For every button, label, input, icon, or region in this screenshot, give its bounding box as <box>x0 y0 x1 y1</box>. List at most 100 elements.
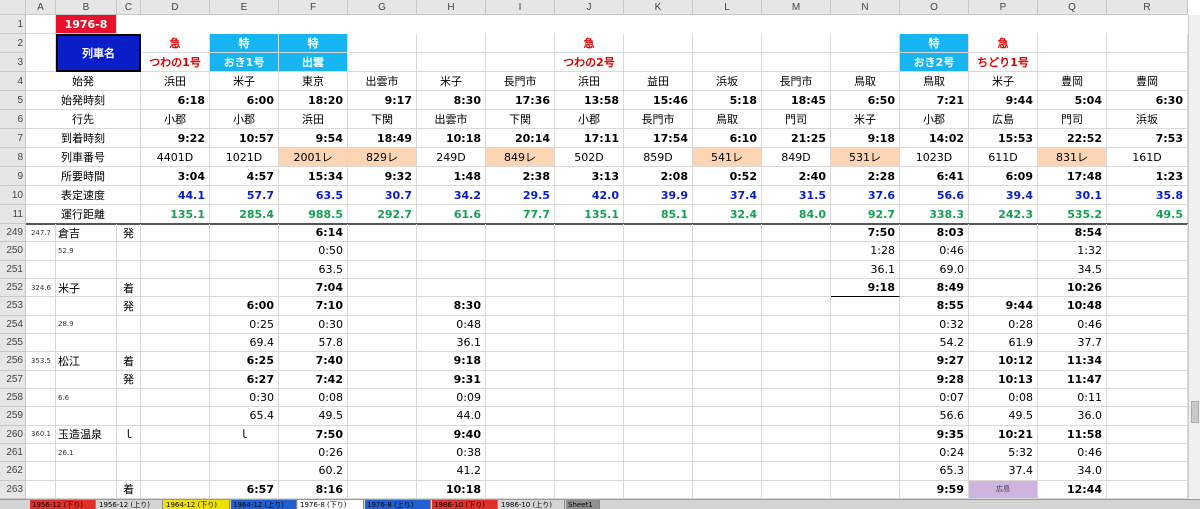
column-header-g[interactable]: G <box>348 0 417 15</box>
cell-r-249[interactable] <box>1107 224 1188 243</box>
cell-r-251[interactable] <box>1107 260 1188 279</box>
cell-f-263[interactable]: 8:16 <box>279 480 348 499</box>
cell-n-255[interactable] <box>831 334 900 353</box>
cell-k-257[interactable] <box>624 370 693 389</box>
cell-p-263[interactable]: 広島 <box>969 480 1038 499</box>
duration-n[interactable]: 2:28 <box>831 167 900 186</box>
cell-k-249[interactable] <box>624 224 693 243</box>
cell-i-256[interactable] <box>486 352 555 371</box>
column-header-f[interactable]: F <box>279 0 348 15</box>
scroll-thumb[interactable] <box>1191 401 1199 423</box>
distance-f[interactable]: 988.5 <box>279 205 348 224</box>
cell-p-255[interactable]: 61.9 <box>969 334 1038 353</box>
cell-p-253[interactable]: 9:44 <box>969 297 1038 316</box>
cell-d-256[interactable] <box>141 352 210 371</box>
km-256[interactable]: 353.5 <box>26 352 56 371</box>
cell-p-260[interactable]: 10:21 <box>969 425 1038 444</box>
train_no-p[interactable]: 611D <box>969 148 1038 167</box>
cell-j-253[interactable] <box>555 297 624 316</box>
cell-m-249[interactable] <box>762 224 831 243</box>
origin-q[interactable]: 豊岡 <box>1038 72 1107 91</box>
cell-m-250[interactable] <box>762 242 831 261</box>
arr-dep-255[interactable] <box>117 334 141 353</box>
origin-m[interactable]: 長門市 <box>762 72 831 91</box>
train-name-k[interactable] <box>624 53 693 72</box>
train-name-m[interactable] <box>762 53 831 72</box>
duration-e[interactable]: 4:57 <box>210 167 279 186</box>
cell-g-250[interactable] <box>348 242 417 261</box>
km-258[interactable] <box>26 389 56 408</box>
cell-d-251[interactable] <box>141 260 210 279</box>
cell-g-249[interactable] <box>348 224 417 243</box>
train-type-m[interactable] <box>762 34 831 53</box>
cell-o-263[interactable]: 9:59 <box>900 480 969 499</box>
train-type-j[interactable]: 急 <box>555 34 624 53</box>
arr-dep-252[interactable]: 着 <box>117 279 141 298</box>
cell-f-259[interactable]: 49.5 <box>279 407 348 426</box>
row-header-2[interactable]: 2 <box>0 34 26 53</box>
row-header-263[interactable]: 263 <box>0 480 26 499</box>
dest-m[interactable]: 門司 <box>762 110 831 129</box>
arr-dep-260[interactable]: ｌ <box>117 425 141 444</box>
arr-dep-254[interactable] <box>117 315 141 334</box>
arr_time-g[interactable]: 18:49 <box>348 129 417 148</box>
origin-i[interactable]: 長門市 <box>486 72 555 91</box>
train-name-g[interactable] <box>348 53 417 72</box>
cell-f-254[interactable]: 0:30 <box>279 315 348 334</box>
dest-g[interactable]: 下関 <box>348 110 417 129</box>
cell-q-255[interactable]: 37.7 <box>1038 334 1107 353</box>
sheet-tab-5[interactable]: 1976-8 (上り) <box>365 500 431 509</box>
distance-h[interactable]: 61.6 <box>417 205 486 224</box>
train-name-i[interactable] <box>486 53 555 72</box>
cell-m-260[interactable] <box>762 425 831 444</box>
row-header-251[interactable]: 251 <box>0 260 26 279</box>
duration-f[interactable]: 15:34 <box>279 167 348 186</box>
origin-o[interactable]: 鳥取 <box>900 72 969 91</box>
row-header-262[interactable]: 262 <box>0 462 26 481</box>
train-name-e[interactable]: おき1号 <box>210 53 279 72</box>
cell-n-261[interactable] <box>831 444 900 463</box>
cell-m-258[interactable] <box>762 389 831 408</box>
origin-k[interactable]: 益田 <box>624 72 693 91</box>
row-header-254[interactable]: 254 <box>0 315 26 334</box>
cell-g-252[interactable] <box>348 279 417 298</box>
column-header-r[interactable]: R <box>1107 0 1188 15</box>
cell-k-262[interactable] <box>624 462 693 481</box>
km-251[interactable] <box>26 260 56 279</box>
cell-n-252[interactable]: 9:18 <box>831 279 900 298</box>
cell-r-257[interactable] <box>1107 370 1188 389</box>
train_no-q[interactable]: 831レ <box>1038 148 1107 167</box>
cell-k-260[interactable] <box>624 425 693 444</box>
cell-j-258[interactable] <box>555 389 624 408</box>
cell-n-254[interactable] <box>831 315 900 334</box>
cell-l-255[interactable] <box>693 334 762 353</box>
row-label-5[interactable]: 列車番号 <box>26 148 141 167</box>
distance-r[interactable]: 49.5 <box>1107 205 1188 224</box>
cell-l-262[interactable] <box>693 462 762 481</box>
speed-o[interactable]: 56.6 <box>900 186 969 205</box>
origin-p[interactable]: 米子 <box>969 72 1038 91</box>
cell-j-263[interactable] <box>555 480 624 499</box>
sheet-tab-3[interactable]: 1964-12 (上り) <box>231 500 297 509</box>
row-header-6[interactable]: 6 <box>0 110 26 129</box>
station-263[interactable] <box>56 480 117 499</box>
duration-o[interactable]: 6:41 <box>900 167 969 186</box>
train-type-r[interactable] <box>1107 34 1188 53</box>
cell-n-256[interactable] <box>831 352 900 371</box>
train_no-k[interactable]: 859D <box>624 148 693 167</box>
sheet-title-cell[interactable]: 1976-8 <box>56 15 117 34</box>
cell-a-2[interactable] <box>26 34 56 72</box>
arr-dep-259[interactable] <box>117 407 141 426</box>
cell-p-256[interactable]: 10:12 <box>969 352 1038 371</box>
train-name-q[interactable] <box>1038 53 1107 72</box>
arr-dep-261[interactable] <box>117 444 141 463</box>
duration-q[interactable]: 17:48 <box>1038 167 1107 186</box>
distance-m[interactable]: 84.0 <box>762 205 831 224</box>
dep_time-j[interactable]: 13:58 <box>555 91 624 110</box>
arr_time-d[interactable]: 9:22 <box>141 129 210 148</box>
cell-o-257[interactable]: 9:28 <box>900 370 969 389</box>
dep_time-q[interactable]: 5:04 <box>1038 91 1107 110</box>
dest-f[interactable]: 浜田 <box>279 110 348 129</box>
duration-g[interactable]: 9:32 <box>348 167 417 186</box>
km-263[interactable] <box>26 480 56 499</box>
